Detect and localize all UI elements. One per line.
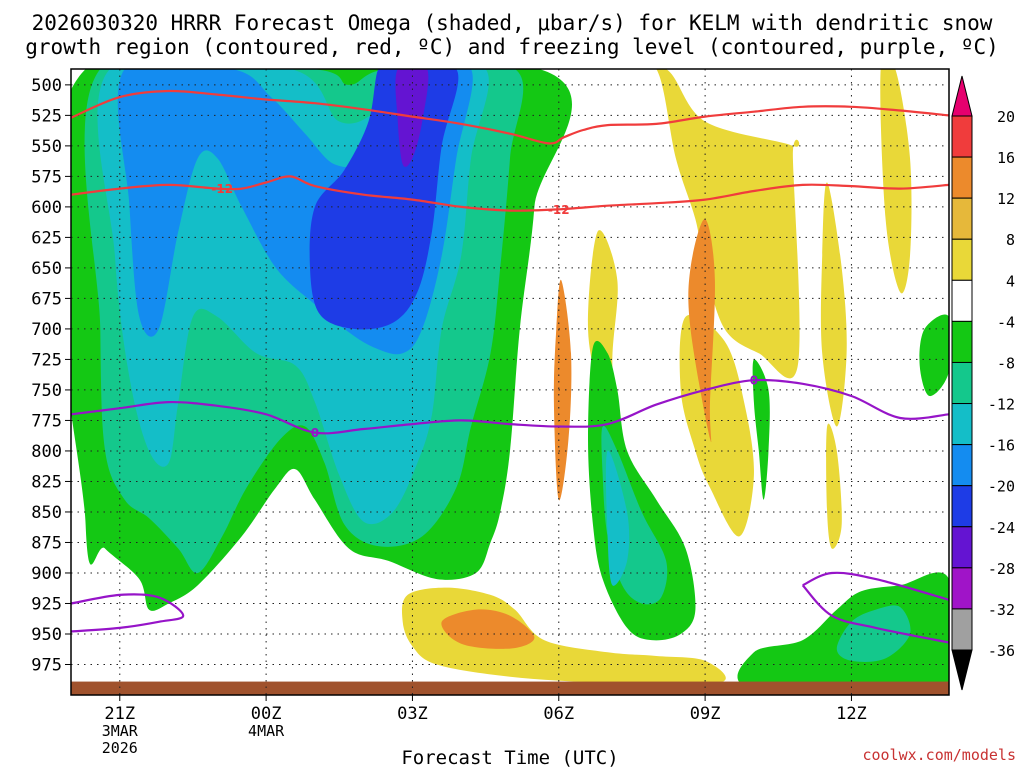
pressure-axis: 500 525 550 575 600 625 650 675 700 725 750 775 800 8… xyxy=(31,76,71,675)
dgz-label-1: -12 xyxy=(548,203,570,217)
colorbar-label: -4 xyxy=(997,313,1015,331)
y-tick-label: 650 xyxy=(31,259,62,279)
dgz-contour-1 xyxy=(71,175,949,212)
omega-region-8 xyxy=(679,314,754,537)
colorbar-swatch xyxy=(951,320,973,363)
colorbar-swatch xyxy=(951,115,973,158)
freezing-contour-0 xyxy=(71,378,949,435)
freezing-contour-2 xyxy=(801,584,949,644)
colorbar-swatch xyxy=(951,361,973,405)
dgz-contour-0 xyxy=(71,89,949,145)
y-tick-label: 500 xyxy=(31,76,62,96)
temperature-contours: -12 -12 0 0 xyxy=(71,89,949,644)
colorbar-label: -20 xyxy=(988,478,1015,496)
omega-region-5 xyxy=(395,69,429,167)
y-tick-label: 800 xyxy=(31,442,62,462)
x-tick-label: 4MAR xyxy=(248,722,285,740)
colorbar-extend-low xyxy=(951,649,973,691)
chart-title-line2: growth region (contoured, red, ºC) and f… xyxy=(25,35,999,59)
dgz-label-0: -12 xyxy=(211,182,233,196)
colorbar-swatch xyxy=(951,403,973,446)
y-tick-label: 575 xyxy=(31,167,62,187)
grid-lines xyxy=(71,69,949,695)
y-tick-label: 725 xyxy=(31,350,62,370)
omega-region-19 xyxy=(605,450,630,586)
colorbar-label: 4 xyxy=(1006,272,1015,290)
colorbar-label: -28 xyxy=(988,560,1015,578)
y-tick-label: 525 xyxy=(31,106,62,126)
x-tick-label: 03Z xyxy=(397,704,428,724)
y-tick-label: 925 xyxy=(31,594,62,614)
y-tick-label: 550 xyxy=(31,137,62,157)
x-tick-label: 3MAR xyxy=(102,722,139,740)
colorbar-swatch xyxy=(951,444,973,487)
colorbar-swatch xyxy=(951,608,973,651)
y-tick-label: 950 xyxy=(31,625,62,645)
colorbar-swatch xyxy=(951,567,973,610)
omega-region-16 xyxy=(441,609,535,649)
omega-region-12 xyxy=(880,69,912,294)
x-tick-label: 12Z xyxy=(836,704,867,724)
colorbar-swatch xyxy=(951,238,973,281)
y-tick-label: 875 xyxy=(31,533,62,553)
colorbar-label: -24 xyxy=(988,519,1015,537)
x-tick-label: 00Z xyxy=(251,704,282,724)
chart-title-line1: 2026030320 HRRR Forecast Omega (shaded, … xyxy=(32,11,993,35)
y-tick-label: 825 xyxy=(31,472,62,492)
x-tick-label: 06Z xyxy=(543,704,574,724)
colorbar-label: 12 xyxy=(997,190,1015,208)
x-tick-label: 09Z xyxy=(690,704,721,724)
freezing-label-0: 0 xyxy=(311,426,319,440)
colorbar-swatch xyxy=(951,526,973,569)
omega-region-21 xyxy=(919,314,949,397)
omega-region-7 xyxy=(622,69,800,379)
colorbar-label: 16 xyxy=(997,149,1015,167)
colorbar-label: -12 xyxy=(988,396,1015,414)
plot-frame xyxy=(70,68,950,696)
freezing-contour-1 xyxy=(71,593,185,633)
x-axis-label: Forecast Time (UTC) xyxy=(401,747,618,768)
colorbar-extend-high xyxy=(951,75,973,117)
omega-region-14 xyxy=(553,279,572,501)
y-tick-label: 900 xyxy=(31,564,62,584)
omega-region-23 xyxy=(836,605,911,662)
y-tick-label: 775 xyxy=(31,411,62,431)
omega-region-20 xyxy=(752,359,770,500)
colorbar-swatch xyxy=(951,156,973,199)
y-tick-label: 700 xyxy=(31,320,62,340)
y-tick-label: 625 xyxy=(31,228,62,248)
y-tick-label: 675 xyxy=(31,289,62,309)
x-tick-label: 21Z xyxy=(104,704,135,724)
freezing-contour-3 xyxy=(802,571,949,601)
credit-text: coolwx.com/models xyxy=(862,746,1016,764)
colorbar-label: 20 xyxy=(997,108,1015,126)
omega-region-10 xyxy=(820,182,847,427)
y-tick-label: 600 xyxy=(31,198,62,218)
colorbar-swatch xyxy=(951,279,973,322)
ground-surface xyxy=(71,681,949,695)
colorbar-label: -36 xyxy=(988,642,1015,660)
omega-region-11 xyxy=(826,423,842,549)
colorbar-label: 8 xyxy=(1006,231,1015,249)
colorbar-swatch xyxy=(951,485,973,528)
omega-region-15 xyxy=(688,219,715,443)
x-tick-label: 2026 xyxy=(102,739,138,757)
colorbar: 20 16 12 8 4 -4 -8 -12 -16 -20 -24 -28 -32 -36 xyxy=(951,75,1015,691)
omega-region-4 xyxy=(309,69,459,330)
colorbar-label: -8 xyxy=(997,354,1015,372)
colorbar-label: -32 xyxy=(988,601,1015,619)
colorbar-label: -16 xyxy=(988,437,1015,455)
y-tick-label: 850 xyxy=(31,503,62,523)
omega-shading xyxy=(71,69,949,695)
y-tick-label: 975 xyxy=(31,655,62,675)
freezing-label-1: 0 xyxy=(750,374,758,388)
y-tick-label: 750 xyxy=(31,381,62,401)
colorbar-swatch xyxy=(951,197,973,240)
